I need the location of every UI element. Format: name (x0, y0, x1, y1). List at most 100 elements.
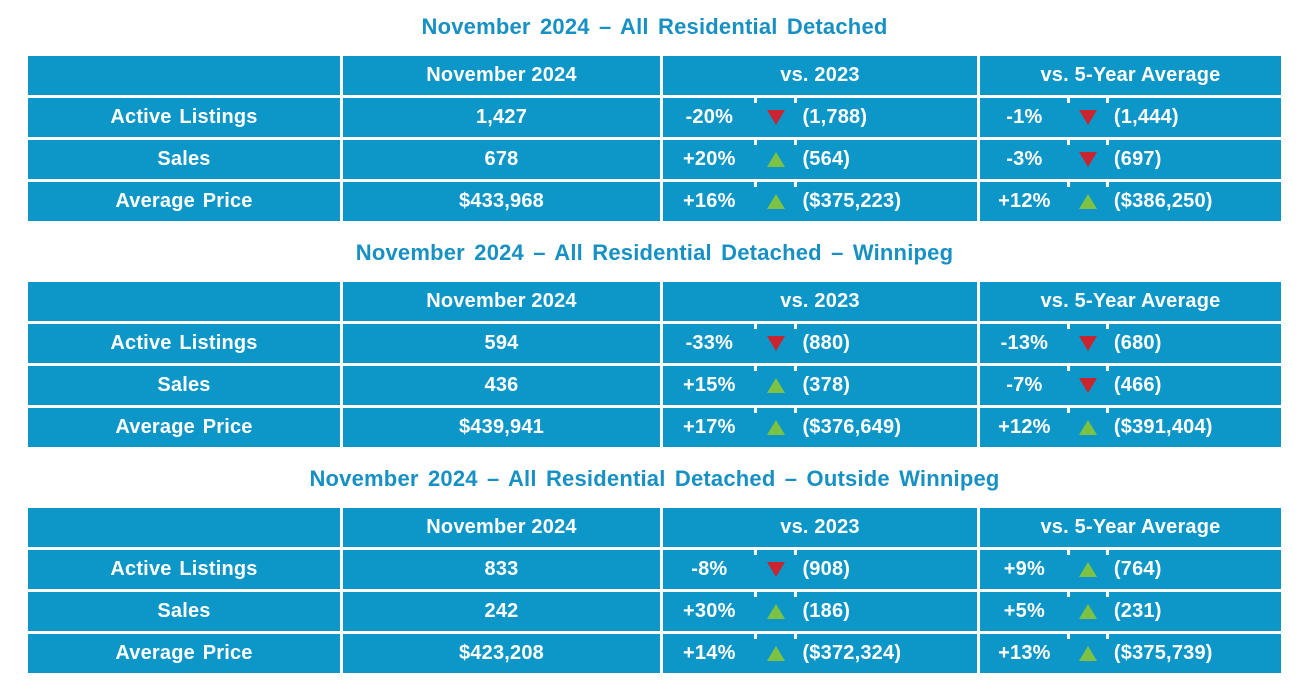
vs-2023-cell: -20% (1,788) (663, 98, 977, 137)
vs-5yr-cell: -3% (697) (980, 140, 1281, 179)
trend-down-icon (1079, 378, 1098, 393)
stats-table: November 2024 vs. 2023 vs. 5-Year Averag… (28, 282, 1281, 447)
pct-change: +14% (683, 642, 736, 664)
section-winnipeg: November 2024 – All Residential Detached… (28, 238, 1281, 447)
pct-change: +17% (683, 416, 736, 438)
header-cell-vs5yr: vs. 5-Year Average (980, 508, 1281, 547)
vs-5yr-cell: +12% ($386,250) (980, 182, 1281, 221)
vs-2023-cell: +17% ($376,649) (663, 408, 977, 447)
trend-up-icon (1079, 562, 1098, 577)
row-label: Sales (28, 140, 340, 179)
vs-5yr-cell: +9% (764) (980, 550, 1281, 589)
header-cell-blank (28, 56, 340, 95)
header-cell-vs2023: vs. 2023 (663, 282, 977, 321)
row-label: Average Price (28, 182, 340, 221)
reference-value: (186) (802, 600, 851, 622)
vs-2023-cell: -8% (908) (663, 550, 977, 589)
pct-change: +16% (683, 190, 736, 212)
nov2024-value: 1,427 (343, 98, 660, 137)
trend-up-icon (1079, 604, 1098, 619)
reference-value: (564) (802, 148, 851, 170)
header-cell-nov2024: November 2024 (343, 282, 660, 321)
row-label: Sales (28, 592, 340, 631)
pct-change: -13% (1000, 332, 1049, 354)
header-cell-vs5yr: vs. 5-Year Average (980, 56, 1281, 95)
header-cell-vs2023: vs. 2023 (663, 508, 977, 547)
vs-2023-cell: +16% ($375,223) (663, 182, 977, 221)
header-cell-blank (28, 282, 340, 321)
trend-up-icon (767, 604, 786, 619)
reference-value: (466) (1113, 374, 1162, 396)
row-label: Average Price (28, 634, 340, 673)
trend-up-icon (1079, 420, 1098, 435)
vs-2023-cell: +30% (186) (663, 592, 977, 631)
table-title: November 2024 – All Residential Detached… (309, 466, 1000, 491)
table-title: November 2024 – All Residential Detached… (355, 240, 954, 265)
pct-change: +5% (1003, 600, 1045, 622)
trend-up-icon (1079, 646, 1098, 661)
stats-table: November 2024 vs. 2023 vs. 5-Year Averag… (28, 56, 1281, 221)
reference-value: (231) (1113, 600, 1162, 622)
reference-value: (1,444) (1113, 106, 1179, 128)
trend-down-icon (767, 110, 786, 125)
nov2024-value: $423,208 (343, 634, 660, 673)
vs-2023-cell: +14% ($372,324) (663, 634, 977, 673)
pct-change: +13% (998, 642, 1051, 664)
nov2024-value: 833 (343, 550, 660, 589)
pct-change: -20% (685, 106, 734, 128)
pct-change: +12% (998, 190, 1051, 212)
reference-value: ($375,739) (1113, 642, 1213, 664)
section-outside-winnipeg: November 2024 – All Residential Detached… (28, 464, 1281, 673)
pct-change: +12% (998, 416, 1051, 438)
reference-value: (764) (1113, 558, 1162, 580)
header-cell-blank (28, 508, 340, 547)
pct-change: -8% (691, 558, 728, 580)
header-cell-vs5yr: vs. 5-Year Average (980, 282, 1281, 321)
trend-down-icon (1079, 336, 1098, 351)
reference-value: ($372,324) (802, 642, 902, 664)
reference-value: (880) (802, 332, 851, 354)
trend-down-icon (767, 562, 786, 577)
stats-table: November 2024 vs. 2023 vs. 5-Year Averag… (28, 508, 1281, 673)
reference-value: ($386,250) (1113, 190, 1213, 212)
pct-change: -3% (1006, 148, 1043, 170)
nov2024-value: $439,941 (343, 408, 660, 447)
reference-value: (1,788) (802, 106, 868, 128)
vs-2023-cell: -33% (880) (663, 324, 977, 363)
header-cell-vs2023: vs. 2023 (663, 56, 977, 95)
section-all-residential: November 2024 – All Residential Detached… (28, 12, 1281, 221)
vs-5yr-cell: +12% ($391,404) (980, 408, 1281, 447)
header-cell-nov2024: November 2024 (343, 508, 660, 547)
trend-up-icon (767, 378, 786, 393)
pct-change: -1% (1006, 106, 1043, 128)
trend-down-icon (1079, 110, 1098, 125)
reference-value: (908) (802, 558, 851, 580)
vs-2023-cell: +20% (564) (663, 140, 977, 179)
trend-up-icon (767, 152, 786, 167)
trend-up-icon (767, 646, 786, 661)
reference-value: ($391,404) (1113, 416, 1213, 438)
trend-up-icon (1079, 194, 1098, 209)
row-label: Average Price (28, 408, 340, 447)
pct-change: +30% (683, 600, 736, 622)
nov2024-value: 678 (343, 140, 660, 179)
vs-5yr-cell: -13% (680) (980, 324, 1281, 363)
vs-5yr-cell: +5% (231) (980, 592, 1281, 631)
trend-down-icon (767, 336, 786, 351)
reference-value: ($375,223) (802, 190, 902, 212)
row-label: Active Listings (28, 98, 340, 137)
pct-change: +9% (1003, 558, 1045, 580)
vs-5yr-cell: +13% ($375,739) (980, 634, 1281, 673)
nov2024-value: 594 (343, 324, 660, 363)
reference-value: (378) (802, 374, 851, 396)
header-cell-nov2024: November 2024 (343, 56, 660, 95)
row-label: Active Listings (28, 324, 340, 363)
vs-2023-cell: +15% (378) (663, 366, 977, 405)
trend-up-icon (767, 194, 786, 209)
reference-value: ($376,649) (802, 416, 902, 438)
reference-value: (697) (1113, 148, 1162, 170)
nov2024-value: 242 (343, 592, 660, 631)
trend-up-icon (767, 420, 786, 435)
table-title: November 2024 – All Residential Detached (421, 14, 888, 39)
